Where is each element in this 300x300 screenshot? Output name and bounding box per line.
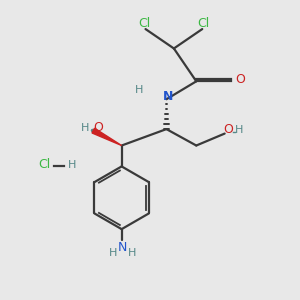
Text: H: H: [109, 248, 117, 258]
Text: O: O: [223, 124, 233, 136]
Text: H: H: [128, 248, 136, 258]
Text: H: H: [135, 85, 144, 95]
Text: H: H: [68, 160, 76, 170]
Text: N: N: [118, 241, 127, 254]
Text: O: O: [93, 121, 103, 134]
Text: H: H: [81, 123, 89, 133]
Text: Cl: Cl: [38, 158, 50, 171]
Text: N: N: [163, 90, 173, 103]
Text: Cl: Cl: [138, 17, 150, 30]
Polygon shape: [92, 128, 122, 146]
Text: O: O: [235, 73, 245, 86]
Text: Cl: Cl: [198, 17, 210, 30]
Text: H: H: [235, 125, 243, 135]
